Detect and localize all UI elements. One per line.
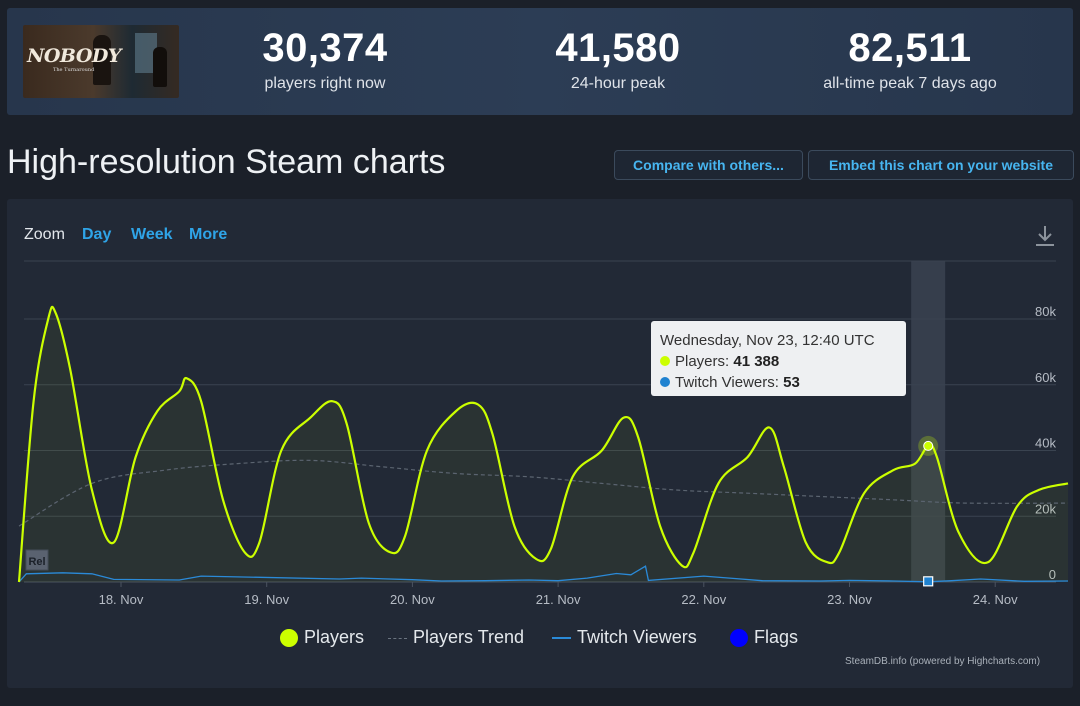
release-flag[interactable]: Rel (25, 549, 49, 571)
stats-bar: NOBODY The Turnaround (7, 8, 1073, 115)
legend-players-trend[interactable]: Players Trend (388, 626, 524, 648)
tooltip-twitch-row: Twitch Viewers: 53 (660, 372, 906, 393)
players-hover-point (923, 440, 934, 451)
thumbnail-window (135, 33, 157, 73)
x-axis: 18. Nov 19. Nov 20. Nov 21. Nov 22. Nov 23. N… (99, 582, 1018, 607)
x-tick-label: 22. Nov (681, 592, 726, 607)
game-logo-subtitle: The Turnaround (53, 67, 95, 73)
twitch-dot-icon (660, 377, 670, 387)
stat-current-players: 30,374 players right now (175, 28, 475, 93)
y-tick-label: 0 (1049, 567, 1056, 582)
stat-all-time-peak: 82,511 all-time peak 7 days ago (760, 28, 1060, 93)
stat-value: 82,511 (848, 26, 972, 70)
stat-24h-peak: 41,580 24-hour peak (468, 28, 768, 93)
legend-circle-icon (730, 629, 748, 648)
y-tick-label: 80k (1035, 304, 1056, 319)
game-thumbnail[interactable]: NOBODY The Turnaround (23, 25, 179, 98)
chart-credits[interactable]: SteamDB.info (powered by Highcharts.com) (845, 656, 1041, 667)
thumbnail-figure (153, 47, 167, 87)
thumbnail-figure (93, 35, 111, 85)
twitch-viewers-line (18, 565, 1069, 583)
x-tick-label: 18. Nov (99, 592, 144, 607)
players-dot-icon (660, 356, 670, 366)
players-area (19, 306, 1069, 582)
hover-markers (918, 435, 939, 587)
legend-dash-icon (388, 637, 407, 639)
zoom-day-button[interactable]: Day (82, 226, 112, 243)
zoom-label: Zoom (24, 226, 65, 243)
tooltip-players-label: Players: (675, 353, 730, 370)
twitch-hover-point (923, 576, 934, 587)
stat-label: players right now (264, 75, 386, 92)
download-icon[interactable] (1034, 224, 1056, 248)
legend-line-icon (552, 637, 571, 640)
embed-chart-button[interactable]: Embed this chart on your website (808, 150, 1074, 180)
hover-band (911, 261, 946, 582)
stat-value: 30,374 (262, 26, 388, 70)
zoom-more-button[interactable]: More (189, 226, 228, 243)
legend-label: Twitch Viewers (577, 627, 697, 647)
y-tick-label: 40k (1035, 436, 1056, 451)
tooltip-players-value: 41 388 (733, 353, 780, 370)
game-logo-text: NOBODY (27, 45, 121, 67)
zoom-week-button[interactable]: Week (131, 226, 173, 243)
tooltip-twitch-value: 53 (783, 374, 800, 391)
legend-circle-icon (280, 629, 298, 648)
page-title: High-resolution Steam charts (7, 143, 446, 181)
x-tick-label: 23. Nov (827, 592, 872, 607)
x-tick-label: 24. Nov (973, 592, 1018, 607)
release-flag-box[interactable] (25, 549, 49, 571)
players-line[interactable] (17, 305, 1069, 583)
stat-label: 24-hour peak (570, 75, 666, 92)
legend-players[interactable]: Players (280, 626, 364, 648)
legend-flags[interactable]: Flags (730, 626, 798, 648)
legend-twitch-viewers[interactable]: Twitch Viewers (552, 626, 697, 648)
compare-button[interactable]: Compare with others... (614, 150, 803, 180)
y-tick-label: 20k (1035, 501, 1056, 516)
stat-label: all-time peak 7 days ago (823, 75, 997, 92)
chart-tooltip: Wednesday, Nov 23, 12:40 UTC Players: 41… (651, 321, 906, 396)
x-tick-label: 20. Nov (390, 592, 435, 607)
legend-label: Players (304, 627, 365, 647)
stat-value: 41,580 (555, 26, 681, 70)
tooltip-twitch-label: Twitch Viewers: (675, 374, 779, 391)
release-flag-label: Rel (28, 556, 45, 568)
x-tick-label: 21. Nov (536, 592, 581, 607)
chart-panel (7, 199, 1073, 688)
legend-label: Players Trend (413, 627, 525, 647)
y-tick-label: 60k (1035, 370, 1056, 385)
tooltip-title: Wednesday, Nov 23, 12:40 UTC (660, 332, 875, 349)
legend-label: Flags (754, 627, 799, 647)
players-trend-line (18, 459, 1069, 527)
tooltip-players-row: Players: 41 388 (660, 351, 906, 372)
x-tick-label: 19. Nov (244, 592, 289, 607)
y-axis: 0 20k 40k 60k 80k (1035, 304, 1056, 582)
